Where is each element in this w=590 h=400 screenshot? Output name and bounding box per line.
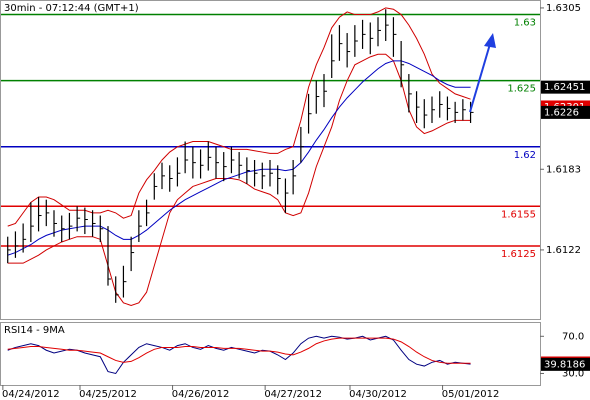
x-tick-label: 04/27/2012 xyxy=(264,389,322,400)
level-label: 1.63 xyxy=(514,18,536,29)
rsi-line xyxy=(7,335,471,375)
level-label: 1.6125 xyxy=(501,249,536,260)
value-tag-label: 39.8186 xyxy=(544,359,585,370)
price-tag xyxy=(541,80,590,94)
level-label: 1.62 xyxy=(514,150,536,161)
y-tick-label: 70.0 xyxy=(562,331,584,342)
level-label: 1.6155 xyxy=(501,209,536,220)
x-tick-label: 05/01/2012 xyxy=(442,389,500,400)
value-tag xyxy=(541,357,590,371)
x-tick-label: 04/24/2012 xyxy=(2,389,60,400)
annotation-arrowhead xyxy=(484,33,496,48)
x-tick-label: 04/25/2012 xyxy=(79,389,137,400)
rsi-title: RSI14 - 9MA xyxy=(4,325,65,336)
header: 30min - 07:12:44 (GMT+1) xyxy=(4,3,139,14)
y-tick-label: 1.6183 xyxy=(546,164,581,175)
x-tick-label: 04/26/2012 xyxy=(172,389,230,400)
rsi-panel xyxy=(0,322,541,386)
price-tag xyxy=(541,105,590,119)
y-tick-label: 1.6305 xyxy=(546,3,581,14)
level-label: 1.625 xyxy=(507,84,536,95)
y-tick-label: 1.6122 xyxy=(546,245,581,256)
price-tag-label: 1.62451 xyxy=(544,82,585,93)
rsi-line xyxy=(7,337,471,364)
x-tick-label: 04/30/2012 xyxy=(349,389,407,400)
y-tick-label: 30.0 xyxy=(562,368,584,379)
price-tag-label: 1.6226 xyxy=(544,107,579,118)
annotation-arrow xyxy=(469,43,491,113)
